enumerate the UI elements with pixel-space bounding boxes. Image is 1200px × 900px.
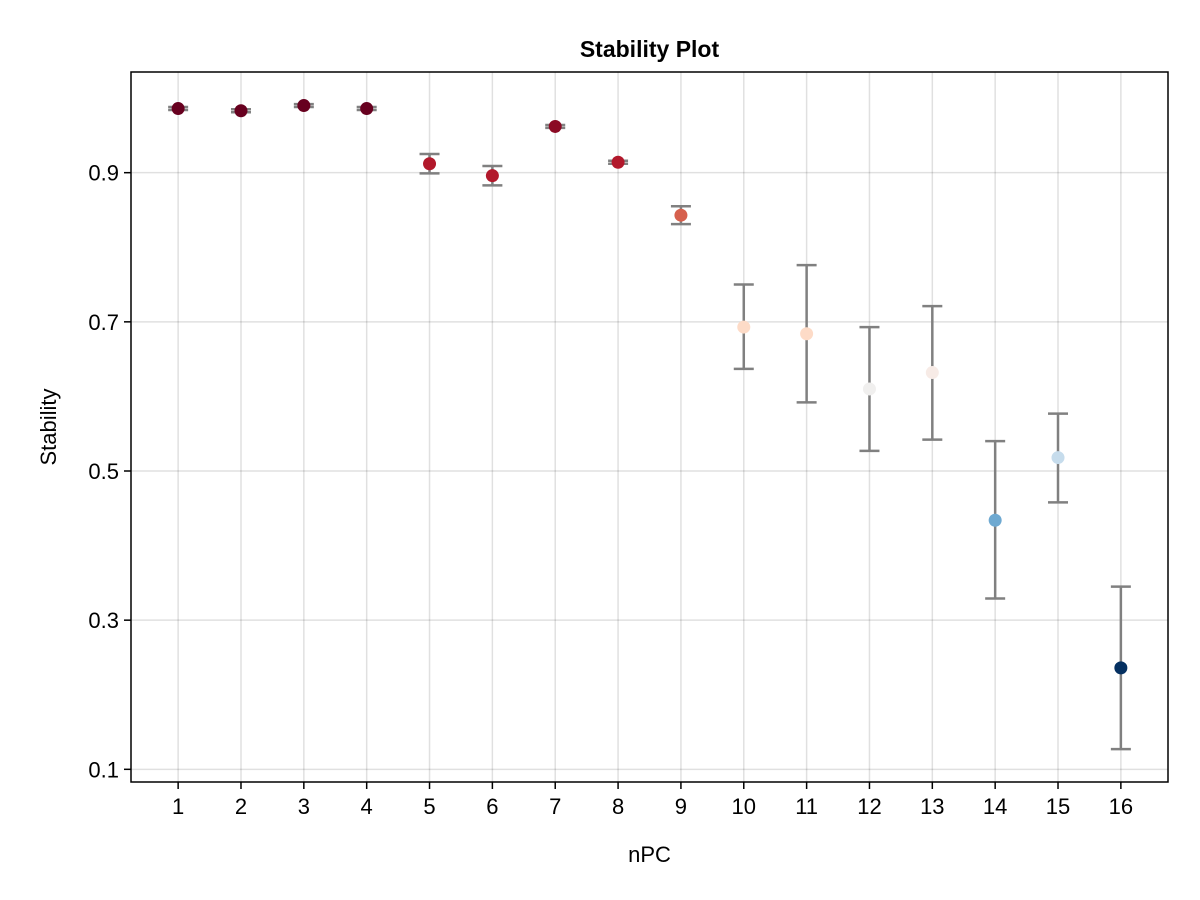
data-point bbox=[360, 102, 374, 116]
data-point bbox=[485, 169, 499, 183]
x-tick-label: 13 bbox=[920, 794, 944, 819]
x-tick-label: 3 bbox=[298, 794, 310, 819]
x-tick-label: 14 bbox=[983, 794, 1007, 819]
data-point bbox=[737, 320, 751, 334]
y-tick-label: 0.9 bbox=[88, 161, 119, 186]
x-tick-label: 16 bbox=[1109, 794, 1133, 819]
x-axis-ticks: 1 2 3 4 5 6 7 8 9 10 11 12 13 14 15 16 bbox=[172, 782, 1133, 819]
x-axis-label: nPC bbox=[628, 842, 671, 867]
y-tick-label: 0.7 bbox=[88, 310, 119, 335]
data-point bbox=[611, 155, 625, 169]
data-point bbox=[297, 99, 311, 113]
data-point bbox=[988, 513, 1002, 527]
y-tick-label: 0.3 bbox=[88, 608, 119, 633]
data-point bbox=[800, 327, 814, 341]
x-tick-label: 1 bbox=[172, 794, 184, 819]
data-point bbox=[548, 119, 562, 133]
plot-frame bbox=[130, 71, 1169, 783]
data-point bbox=[234, 104, 248, 118]
y-tick-label: 0.1 bbox=[88, 757, 119, 782]
x-tick-label: 7 bbox=[549, 794, 561, 819]
x-tick-label: 4 bbox=[361, 794, 373, 819]
y-axis-label: Stability bbox=[36, 388, 61, 465]
chart-title: Stability Plot bbox=[580, 36, 720, 62]
x-tick-label: 15 bbox=[1046, 794, 1070, 819]
data-point bbox=[925, 366, 939, 380]
data-point bbox=[171, 102, 185, 116]
x-tick-label: 11 bbox=[795, 794, 818, 819]
data-point bbox=[674, 208, 688, 222]
x-tick-label: 6 bbox=[486, 794, 498, 819]
x-tick-label: 12 bbox=[857, 794, 881, 819]
x-tick-label: 8 bbox=[612, 794, 624, 819]
x-tick-label: 10 bbox=[732, 794, 756, 819]
x-tick-label: 9 bbox=[675, 794, 687, 819]
data-point bbox=[862, 382, 876, 396]
data-point bbox=[423, 157, 437, 171]
x-tick-label: 5 bbox=[423, 794, 435, 819]
data-points bbox=[171, 99, 1128, 675]
y-tick-label: 0.5 bbox=[88, 459, 119, 484]
data-point bbox=[1114, 661, 1128, 675]
data-point bbox=[1051, 451, 1065, 465]
x-tick-label: 2 bbox=[235, 794, 247, 819]
y-axis-ticks: 0.1 0.3 0.5 0.7 0.9 bbox=[88, 161, 131, 782]
